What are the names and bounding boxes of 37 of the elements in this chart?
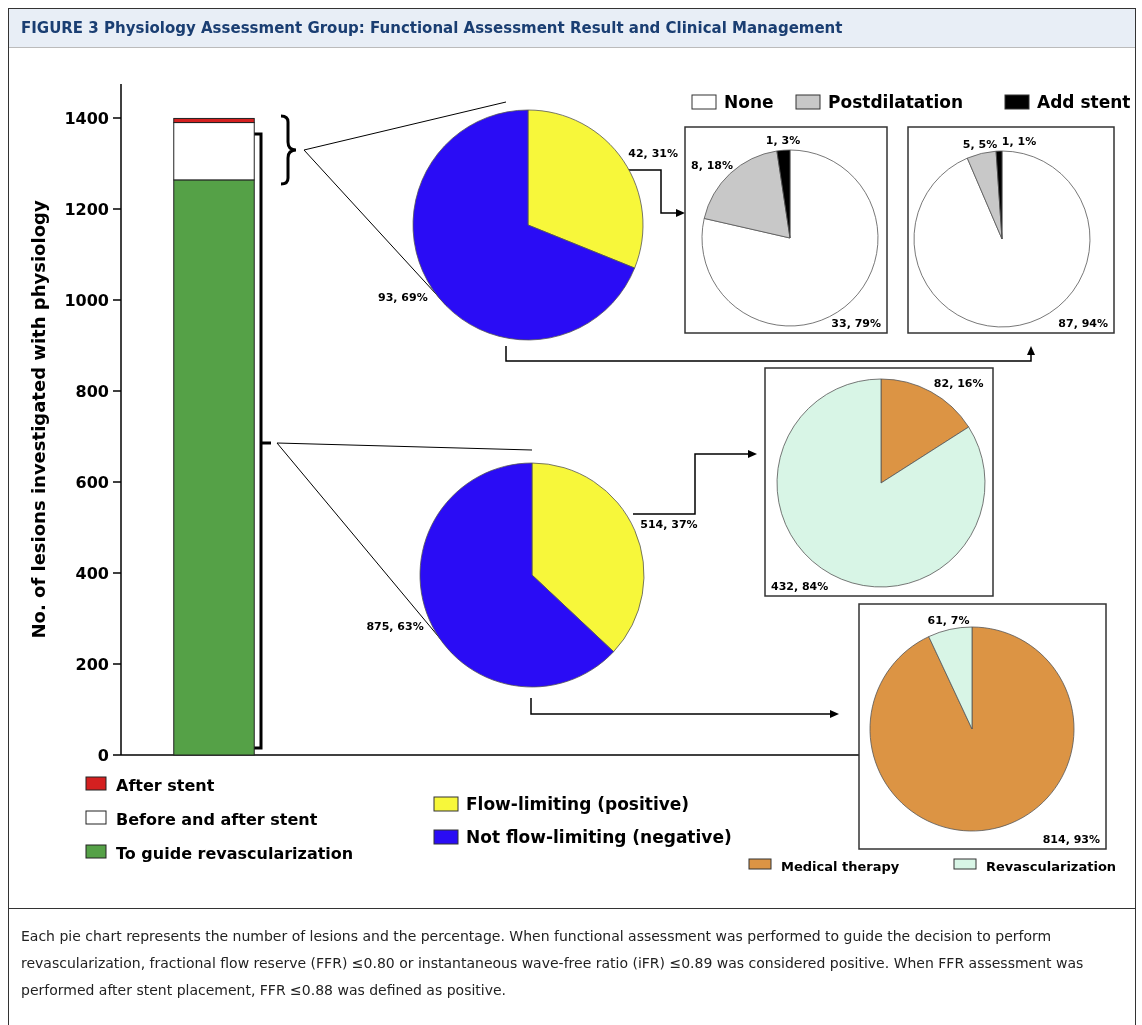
legend-label: Flow-limiting (positive) [466,793,690,814]
data-label: 432, 84% [771,580,829,593]
data-label: 514, 37% [640,518,698,532]
legend-label: After stent [116,775,215,795]
y-tick-label: 400 [75,563,109,583]
legend-label: Not flow-limiting (negative) [466,826,732,847]
data-label: 5, 5% [962,137,998,151]
text: FIGURE 3 Physiology Assessment Group: Functional Assessment Result and Clinical Management [9,9,1135,48]
pie-slice [869,626,1075,832]
text: Each pie chart represents the number of lesions and the percentage. When functional assessment was performed to guide the decision to perform revascularization, fractional flow reserve (FFR) ≤0.80 or instantaneous wave-free ratio (iFR) ≤0.89 was considered positive. When FFR assessment was performed after stent placement, FFR ≤0.88 was defined as positive. [21,927,1085,1000]
legend-label: Revascularization [986,858,1117,874]
data-label: 875, 63% [366,619,424,633]
y-tick-label: 1000 [64,290,109,310]
y-tick-label: 600 [75,472,109,492]
legend-label: Before and after stent [116,809,318,829]
legend-label: Postdilatation [828,91,964,112]
legend-label: Medical therapy [781,858,900,874]
y-tick-label: 1400 [64,108,109,128]
y-tick-label: 200 [75,654,109,674]
slice-label: None [724,91,774,112]
data-label: 42, 31% [628,147,678,161]
data-label: 61, 7% [927,613,970,627]
y-tick-label: 800 [75,381,109,401]
data-label: 1, 3% [765,134,801,148]
data-label: 814, 93% [1042,833,1100,846]
data-label: 1, 1% [1001,135,1037,149]
data-label: 93, 69% [378,290,428,304]
data-label: 87, 94% [1058,317,1108,330]
y-tick-label: 0 [97,745,109,765]
y-tick-label: 1200 [64,199,109,219]
legend-label: To guide revascularization [116,843,354,863]
y-axis-title: No. of lesions investigated with physiology [28,200,49,639]
data-label: 8, 18% [691,159,733,173]
legend-label: Add stent [1037,91,1131,112]
pie-slice [701,149,879,327]
data-label: 82, 16% [933,376,984,390]
data-label: 33, 79% [831,317,881,330]
